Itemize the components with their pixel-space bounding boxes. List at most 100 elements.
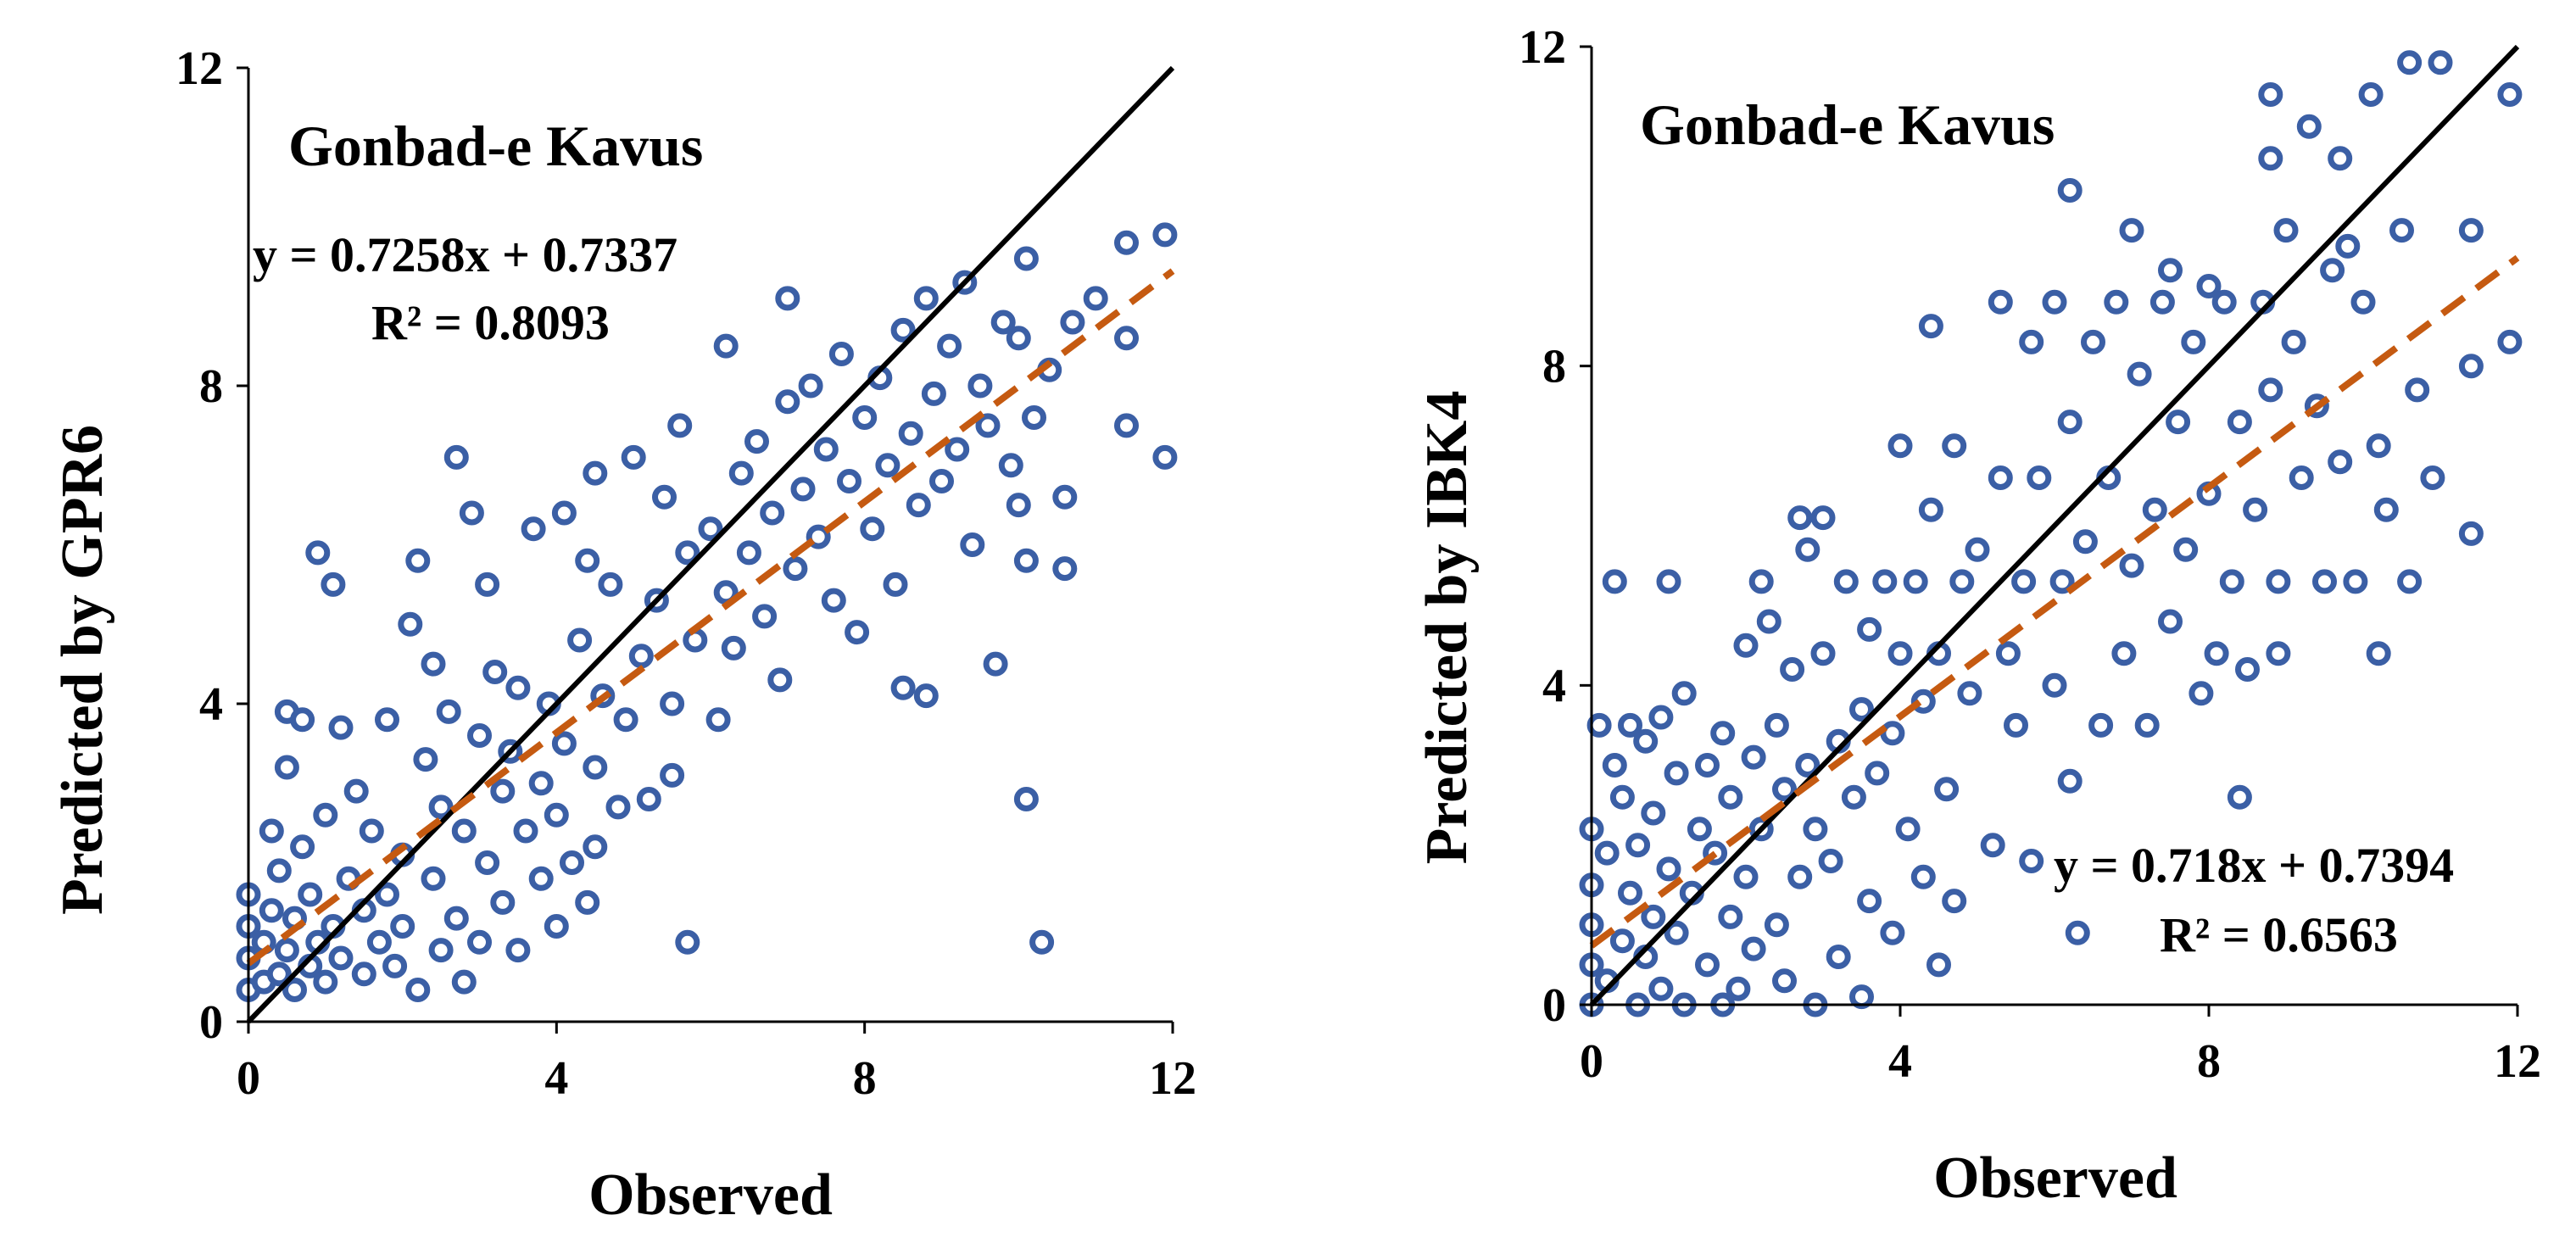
data-point — [1787, 864, 1813, 889]
data-point — [375, 707, 399, 733]
data-point — [2027, 465, 2052, 490]
data-point — [428, 938, 454, 963]
chart-gpr6: 0 4 8 12 0 4 8 12 Gonbad-e Kavus y = 0.7258x +… — [50, 42, 1196, 1228]
data-point — [783, 556, 808, 582]
x-tick-label: 8 — [2197, 1035, 2221, 1088]
data-point — [998, 453, 1023, 478]
data-point — [652, 484, 677, 510]
data-point — [305, 540, 331, 566]
data-point — [1872, 569, 1898, 594]
data-point — [1942, 433, 1967, 459]
data-point — [1656, 569, 1681, 594]
data-point — [1995, 641, 2021, 666]
data-point — [1887, 433, 1913, 459]
data-point — [1602, 569, 1627, 594]
data-point — [2057, 178, 2083, 203]
data-point — [475, 850, 500, 875]
y-tick-label: 4 — [1542, 660, 1566, 712]
data-point — [321, 571, 346, 597]
data-point — [721, 635, 746, 661]
data-point — [2227, 410, 2252, 435]
data-point — [1114, 230, 1139, 255]
data-point — [390, 914, 415, 939]
data-point — [2042, 672, 2067, 698]
data-point — [413, 747, 438, 772]
data-point — [1609, 928, 1635, 954]
data-point — [1833, 569, 1859, 594]
r-squared: R² = 0.8093 — [371, 295, 610, 350]
data-point — [2072, 529, 2098, 555]
data-point — [1648, 976, 1674, 1001]
data-point — [259, 898, 284, 923]
data-point — [2320, 258, 2345, 283]
data-point — [351, 962, 376, 987]
data-point — [890, 675, 916, 700]
data-point — [790, 477, 816, 502]
data-point — [2397, 50, 2423, 75]
data-point — [2458, 218, 2484, 243]
data-point — [2158, 258, 2183, 283]
data-point — [2366, 641, 2391, 666]
data-point — [667, 413, 693, 438]
data-point — [1733, 633, 1759, 658]
data-point — [443, 444, 469, 470]
data-point — [475, 571, 500, 597]
data-point — [1887, 641, 1913, 666]
data-point — [990, 309, 1016, 335]
data-point — [983, 651, 1008, 677]
data-point — [913, 286, 939, 311]
data-point — [2420, 465, 2445, 490]
y-tick-labels: 0 4 8 12 — [1519, 21, 1566, 1032]
data-point — [821, 588, 846, 613]
data-point — [428, 794, 454, 820]
data-point — [2458, 521, 2484, 546]
data-point — [2243, 497, 2268, 522]
reference-line-1to1 — [1589, 44, 2520, 1007]
data-point — [282, 978, 307, 1002]
data-point — [2335, 233, 2361, 259]
data-point — [1718, 784, 1743, 810]
data-point — [798, 373, 823, 399]
data-point — [1022, 405, 1046, 430]
data-point — [675, 929, 700, 955]
x-tick-label: 8 — [853, 1052, 877, 1105]
data-point — [1895, 817, 1921, 842]
data-point — [2219, 569, 2244, 594]
data-point — [1152, 222, 1178, 248]
data-point — [2004, 712, 2028, 738]
data-point — [2235, 657, 2260, 682]
data-point — [1013, 548, 1039, 573]
data-point — [705, 707, 731, 733]
data-point — [728, 460, 754, 486]
data-point — [1965, 537, 1990, 562]
x-tick-labels: 0 4 8 12 — [1580, 1035, 2541, 1088]
data-point — [883, 571, 908, 597]
data-point — [1052, 556, 1078, 582]
data-point — [875, 453, 900, 478]
data-point — [1013, 246, 1039, 271]
data-point — [490, 889, 516, 915]
data-point — [636, 787, 661, 811]
data-point — [583, 460, 608, 486]
axis-ticks — [1580, 45, 2519, 1017]
data-point — [967, 373, 993, 399]
data-point — [1641, 904, 1666, 929]
data-point — [1795, 753, 1820, 778]
data-point — [598, 571, 623, 597]
data-point — [343, 778, 369, 804]
y-axis-title: Predicted by IBK4 — [1414, 391, 1480, 865]
data-point — [1633, 728, 1659, 754]
data-point — [1641, 800, 1666, 826]
data-point — [1949, 569, 1975, 594]
data-point — [2111, 641, 2137, 666]
data-point — [2328, 146, 2353, 171]
data-point — [698, 516, 723, 542]
data-point — [960, 532, 985, 557]
data-point — [2019, 849, 2044, 873]
data-point — [2057, 768, 2083, 794]
x-tick-label: 4 — [1888, 1035, 1912, 1088]
data-point — [2497, 82, 2523, 107]
data-point — [860, 516, 885, 542]
data-point — [2104, 289, 2129, 315]
